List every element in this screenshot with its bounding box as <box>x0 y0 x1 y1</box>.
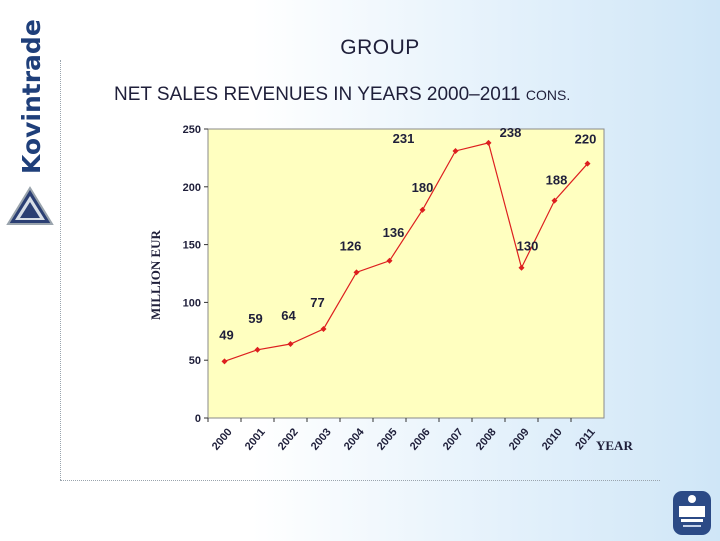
data-point <box>320 325 327 332</box>
data-point <box>518 264 525 271</box>
x-tick-label: 2002 <box>276 426 301 452</box>
y-tick-label: 50 <box>189 355 201 367</box>
x-tick-label: 2001 <box>243 426 268 452</box>
x-tick-label: 2008 <box>474 426 499 452</box>
brand-name: Kovintrade <box>17 19 46 174</box>
data-point <box>452 147 459 154</box>
data-point <box>551 197 558 204</box>
data-label: 188 <box>546 173 568 188</box>
dotted-guide-vertical <box>60 60 61 480</box>
data-point <box>386 257 393 264</box>
x-tick-label: 2006 <box>408 426 433 452</box>
y-tick-label: 200 <box>183 182 201 194</box>
series-line <box>224 142 588 362</box>
kovintrade-triangle-logo-icon <box>6 186 54 231</box>
data-label: 64 <box>281 308 296 323</box>
y-tick-label: 0 <box>195 413 201 425</box>
subtitle-main: NET SALES REVENUES IN YEARS 2000–2011 <box>114 84 521 105</box>
data-label: 49 <box>219 327 233 342</box>
y-tick-label: 150 <box>183 240 201 252</box>
data-point <box>485 139 492 146</box>
data-label: 231 <box>393 131 415 146</box>
x-tick-label: 2005 <box>375 426 400 452</box>
x-tick-label: 2009 <box>507 426 532 452</box>
data-point <box>254 346 261 353</box>
x-tick-label: 2004 <box>342 426 367 453</box>
chart-subtitle: NET SALES REVENUES IN YEARS 2000–2011 CO… <box>114 84 570 106</box>
dotted-guide-horizontal <box>60 480 660 481</box>
data-point <box>584 160 591 167</box>
x-tick-label: 2011 <box>573 426 598 452</box>
y-axis-label: MILLION EUR <box>148 230 163 320</box>
subtitle-suffix: CONS. <box>525 87 571 103</box>
data-label: 136 <box>383 225 405 240</box>
data-label: 77 <box>310 295 324 310</box>
x-tick-label: 2003 <box>309 426 334 452</box>
y-tick-label: 250 <box>183 124 201 136</box>
page-title: GROUP <box>340 36 420 59</box>
data-label: 130 <box>517 239 539 254</box>
data-label: 238 <box>500 125 522 140</box>
x-tick-label: 2007 <box>441 426 466 452</box>
tuv-certification-badge-icon <box>672 490 712 541</box>
y-tick-label: 100 <box>183 297 201 309</box>
x-tick-label: 2010 <box>540 426 565 452</box>
data-point <box>287 341 294 348</box>
data-point <box>353 269 360 276</box>
data-point <box>419 206 426 213</box>
plot-area <box>207 128 605 419</box>
x-tick-label: 2000 <box>210 426 235 452</box>
data-label: 180 <box>412 180 434 195</box>
brand-logo-wordmark: Kovintrade <box>10 18 50 178</box>
data-label: 126 <box>340 238 362 253</box>
data-label: 220 <box>575 132 597 147</box>
data-point <box>221 358 228 365</box>
data-label: 59 <box>248 311 262 326</box>
x-axis-label: YEAR <box>596 438 633 453</box>
